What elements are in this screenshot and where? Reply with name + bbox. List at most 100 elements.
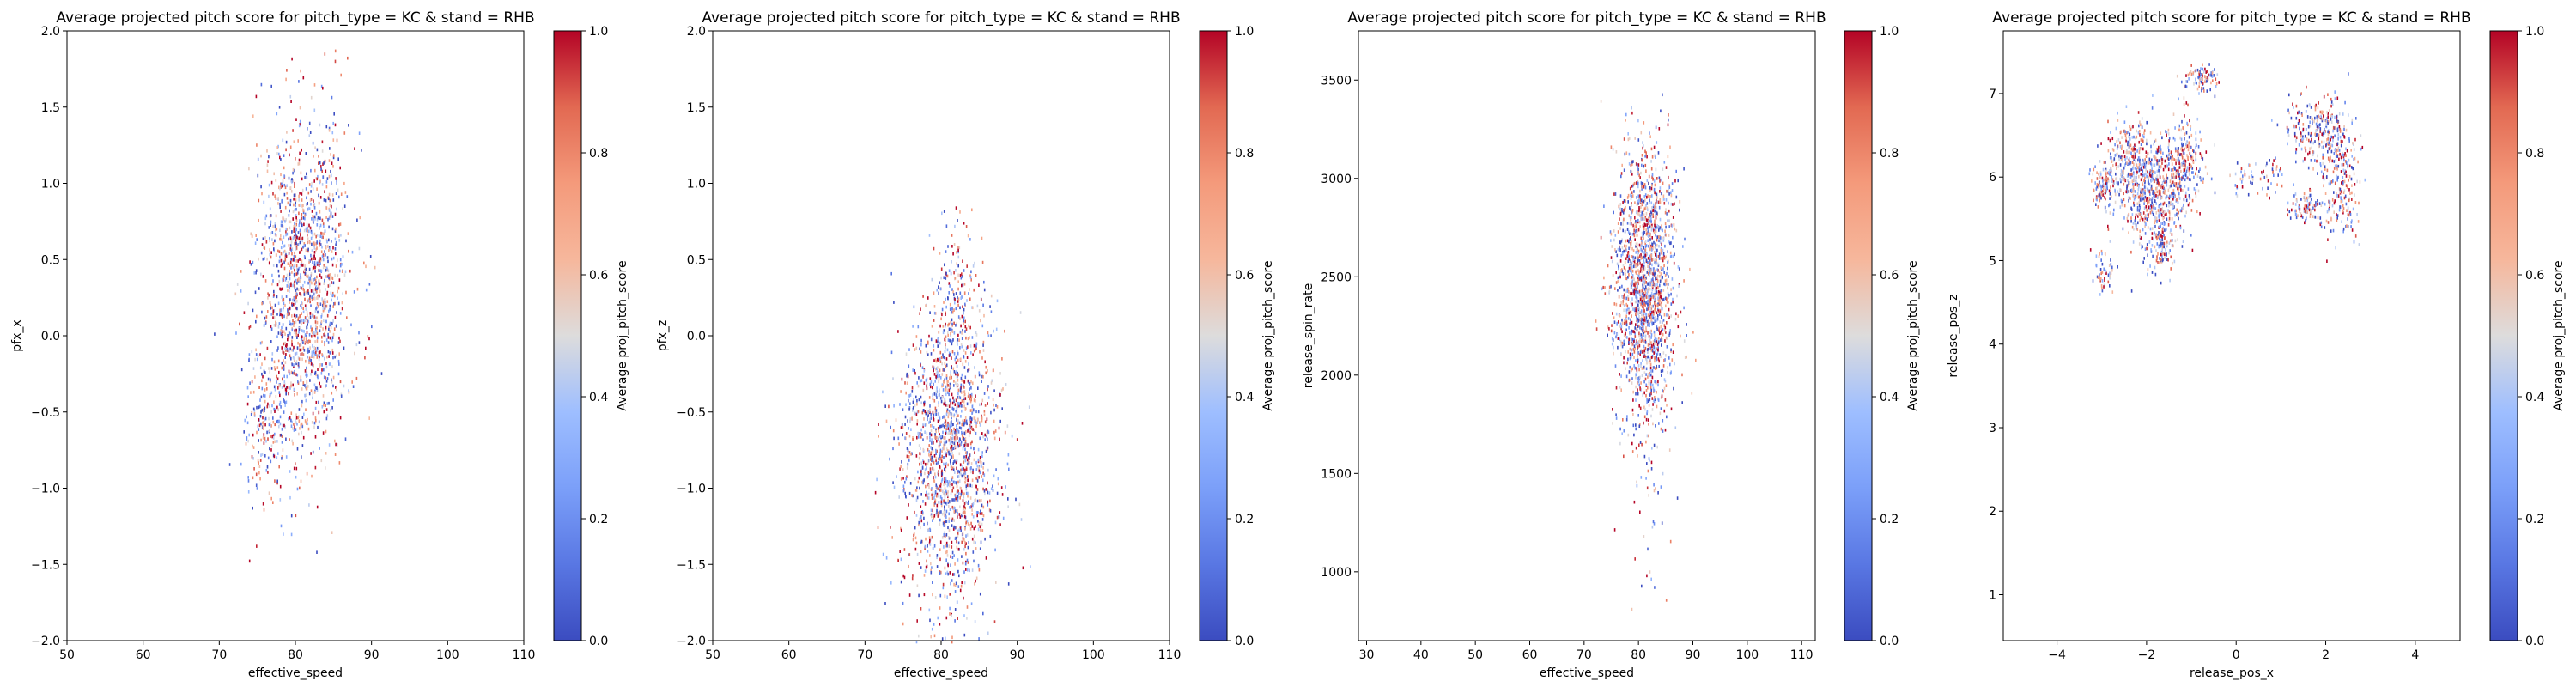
data-point — [264, 316, 266, 320]
data-point — [943, 301, 945, 304]
data-point — [944, 566, 946, 570]
data-point — [270, 214, 272, 217]
data-point — [1620, 301, 1622, 305]
data-point — [982, 344, 984, 347]
data-point — [1640, 319, 1643, 324]
data-point — [322, 308, 325, 313]
data-point — [940, 482, 942, 486]
data-point — [1612, 312, 1613, 315]
y-tick-label: −1.0 — [677, 483, 706, 496]
data-point — [1637, 119, 1639, 123]
data-point — [291, 57, 293, 61]
data-point — [263, 433, 265, 436]
data-point — [943, 329, 945, 332]
data-point — [1638, 424, 1641, 428]
data-point — [993, 403, 994, 407]
data-point — [1650, 295, 1652, 300]
data-point — [945, 482, 947, 485]
data-point — [961, 514, 963, 518]
data-point — [922, 447, 925, 452]
data-point — [269, 248, 270, 252]
data-point — [261, 453, 264, 456]
data-point — [303, 228, 306, 233]
data-point — [959, 330, 962, 334]
data-point — [916, 422, 918, 426]
data-point — [342, 255, 344, 258]
data-point — [1675, 312, 1677, 316]
data-point — [981, 518, 984, 521]
data-point — [331, 240, 332, 243]
data-point — [283, 532, 284, 536]
data-point — [308, 279, 311, 283]
data-point — [369, 255, 372, 258]
data-point — [285, 437, 287, 441]
data-point — [321, 183, 324, 186]
data-point — [278, 259, 281, 264]
data-point — [907, 448, 909, 453]
data-point — [321, 140, 324, 144]
data-point — [959, 273, 962, 277]
data-point — [944, 263, 945, 267]
data-point — [1668, 209, 1670, 213]
data-point — [944, 487, 946, 490]
data-point — [332, 198, 335, 202]
data-point — [315, 247, 317, 252]
data-point — [272, 279, 274, 283]
data-point — [1619, 373, 1620, 376]
data-point — [1667, 123, 1669, 127]
data-point — [274, 222, 276, 226]
data-point — [322, 86, 324, 90]
data-point — [1657, 309, 1659, 313]
data-point — [272, 441, 275, 444]
data-point — [310, 253, 312, 258]
colorbar — [1199, 30, 1228, 641]
data-point — [999, 511, 1001, 514]
data-point — [1635, 313, 1637, 317]
data-point — [933, 344, 935, 348]
data-point — [949, 606, 951, 611]
data-point — [284, 219, 286, 223]
data-point — [331, 378, 332, 382]
data-point — [999, 393, 1001, 397]
data-point — [944, 399, 946, 404]
data-point — [920, 338, 922, 343]
data-point — [261, 386, 264, 391]
data-point — [1641, 184, 1643, 187]
data-point — [1648, 294, 1650, 298]
data-point — [327, 284, 330, 288]
data-point — [1672, 300, 1674, 304]
data-point — [263, 421, 264, 424]
data-point — [1653, 293, 1655, 296]
data-point — [313, 291, 314, 295]
data-point — [935, 429, 937, 434]
data-point — [336, 181, 337, 185]
data-point — [331, 406, 333, 410]
data-point — [1640, 302, 1642, 307]
data-point — [301, 148, 302, 152]
data-point — [982, 514, 985, 518]
data-point — [1673, 261, 1675, 265]
data-point — [974, 582, 975, 586]
data-point — [304, 316, 307, 319]
data-point — [1655, 250, 1657, 253]
data-point — [929, 382, 932, 386]
data-point — [289, 260, 292, 264]
data-point — [276, 374, 277, 379]
data-point — [908, 564, 909, 568]
data-point — [1642, 331, 1643, 335]
data-point — [301, 177, 303, 181]
data-point — [328, 129, 331, 132]
data-point — [1632, 232, 1635, 236]
data-point — [1666, 212, 1668, 216]
data-point — [938, 404, 939, 407]
data-point — [964, 478, 967, 482]
data-point — [265, 315, 268, 319]
data-point — [320, 84, 323, 88]
data-point — [323, 375, 325, 380]
data-point — [257, 173, 259, 178]
data-point — [318, 286, 320, 289]
data-point — [1662, 368, 1664, 373]
data-point — [961, 283, 963, 288]
data-point — [1649, 374, 1650, 378]
data-point — [1645, 313, 1648, 317]
